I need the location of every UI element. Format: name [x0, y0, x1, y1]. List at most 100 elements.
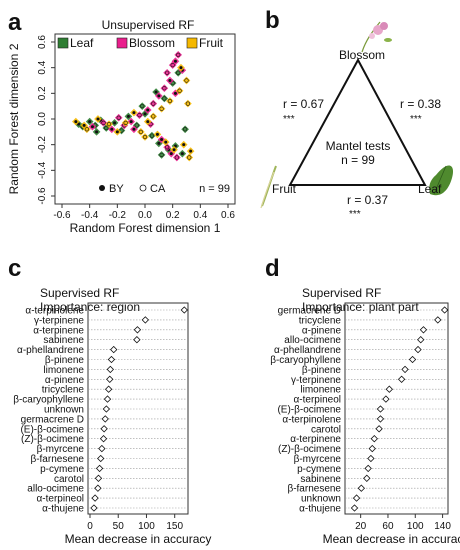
legend-label-by: BY: [109, 183, 124, 195]
panel-d-category-label: p-cymene: [297, 464, 341, 475]
panel-label-a: a: [8, 9, 22, 36]
scatter-point-fruit: [185, 153, 194, 162]
panel-d-category-label: unknown: [301, 494, 341, 505]
panel-c-category-label: limonene: [43, 365, 84, 376]
panel-a-ytick-label: 0.2: [37, 86, 48, 100]
panel-d-category-label: α-phellandrene: [274, 345, 341, 356]
panel-c-category-label: β-farnesene: [30, 454, 84, 465]
panel-c-category-label: germacrene D: [21, 414, 84, 425]
panel-c-category-label: β-myrcene: [37, 444, 85, 455]
scatter-point-fruit: [184, 99, 192, 108]
panel-a-xtick-label: -0.6: [53, 210, 71, 221]
panel-d-xtick-label: 20: [355, 521, 367, 532]
panel-d-category-label: β-myrcene: [294, 454, 342, 465]
scatter-point-fruit: [130, 108, 138, 117]
panel-c-dot: [101, 415, 109, 423]
panel-c-category-label: β-caryophyllene: [13, 395, 84, 406]
panel-label-c: c: [8, 255, 21, 282]
scatter-point-fruit: [72, 117, 80, 126]
panel-d-category-label: β-caryophyllene: [270, 355, 341, 366]
panel-d-category-label: carotol: [311, 424, 341, 435]
panel-a-ytick-label: -0.4: [37, 161, 48, 179]
edge-sig-blossom-fruit: ***: [283, 114, 295, 125]
panel-d-dot: [397, 375, 406, 383]
panel-c-category-label: γ-terpinene: [34, 315, 84, 326]
vertex-label-blossom: Blossom: [339, 48, 385, 62]
panel-c-xtick-label: 100: [138, 521, 155, 532]
panel-c-dot: [102, 405, 111, 413]
leaf-icon: [429, 165, 454, 196]
edge-sig-fruit-leaf: ***: [349, 209, 361, 220]
scatter-point-fruit: [105, 120, 113, 128]
panel-a-ytick-label: -0.2: [37, 136, 48, 154]
panel-a-title: Unsupervised RF: [102, 18, 195, 32]
panel-d-category-label: β-pinene: [302, 365, 342, 376]
scatter-point-blossom: [149, 99, 158, 108]
scatter-point-fruit: [179, 140, 188, 149]
panel-c-plot-frame: [87, 302, 189, 515]
panel-a: a Unsupervised RF Leaf Blossom Fruit -0.…: [7, 9, 236, 235]
scatter-point-leaf: [138, 102, 147, 110]
panel-a-ylabel: Random Forest dimension 2: [7, 43, 21, 194]
panel-a-plot-frame: [54, 33, 236, 205]
panel-d-category-label: α-pinene: [302, 325, 342, 336]
legend-label-leaf: Leaf: [70, 36, 94, 50]
panel-c-xtick-label: 150: [166, 521, 183, 532]
scatter-point-leaf: [181, 125, 189, 134]
panel-d-dot: [382, 395, 390, 403]
panel-c-dot: [180, 306, 188, 314]
blossom-icon: [361, 21, 392, 53]
panel-d-dot: [385, 385, 394, 393]
panel-d-dot: [375, 425, 383, 433]
mantel-triangle: [288, 57, 427, 186]
scatter-point-fruit: [186, 147, 195, 155]
panel-c-dot: [106, 375, 114, 383]
panel-d-xtick-label: 140: [434, 521, 451, 532]
panel-d-category-label: β-farnesene: [287, 484, 341, 495]
panel-c-dot: [141, 316, 150, 324]
panel-d-dot: [352, 494, 361, 502]
panel-c-dot: [100, 425, 108, 433]
panel-c-category-label: sabinene: [43, 335, 84, 346]
panel-d-xtick-label: 100: [407, 521, 424, 532]
panel-c-category-label: β-pinene: [45, 355, 85, 366]
panel-c-category-label: carotol: [54, 474, 84, 485]
panel-c-title: Supervised RF: [40, 286, 119, 300]
scatter-point-blossom: [143, 106, 152, 114]
mantel-title: Mantel tests: [326, 139, 391, 153]
panel-a-ytick-label: -0.6: [37, 187, 48, 205]
panel-d-category-label: sabinene: [300, 474, 341, 485]
legend-swatch-leaf: [57, 37, 69, 49]
vertex-label-fruit: Fruit: [272, 182, 297, 196]
scatter-point-blossom: [174, 51, 183, 59]
legend-swatch-blossom: [116, 37, 128, 49]
panel-d-title: Supervised RF: [302, 286, 381, 300]
panel-a-xlabel: Random Forest dimension 1: [70, 221, 221, 235]
legend-label-blossom: Blossom: [129, 36, 175, 50]
scatter-point-leaf: [124, 112, 133, 121]
panel-c-dot: [95, 464, 104, 473]
panel-a-xtick-label: 0.4: [193, 210, 207, 221]
panel-c-xtick-label: 50: [113, 521, 125, 532]
scatter-point-leaf: [110, 119, 119, 127]
panel-d-category-label: α-thujene: [299, 504, 341, 515]
panel-c: c Supervised RF Importance: region α-ter…: [8, 255, 211, 546]
vertex-label-leaf: Leaf: [418, 182, 442, 196]
legend-label-fruit: Fruit: [199, 36, 224, 50]
panel-d-dot: [401, 365, 409, 374]
panel-a-shape-legend: BY CA n = 99: [99, 183, 230, 195]
panel-d-dot: [364, 464, 372, 473]
scatter-point-fruit: [153, 130, 162, 139]
panel-a-axes: -0.6 -0.4 -0.2 0.0 0.2 0.4 0.6 -0.6 -0.4 -0.2 0.0 0…: [37, 35, 235, 221]
panel-d-plot-frame: [344, 302, 449, 515]
scatter-point-blossom: [135, 111, 144, 119]
panel-c-category-label: α-terpineol: [37, 494, 84, 505]
scatter-point-fruit: [149, 112, 158, 121]
panel-b: b Blossom Fruit Leaf r = 0.67 *** r = 0.…: [260, 7, 454, 220]
scatter-point-blossom: [99, 119, 108, 127]
panel-a-xtick-label: 0.0: [138, 210, 152, 221]
edge-r-blossom-fruit: r = 0.67: [283, 97, 324, 111]
panel-c-dot: [99, 435, 108, 443]
panel-d-dot: [368, 444, 376, 453]
